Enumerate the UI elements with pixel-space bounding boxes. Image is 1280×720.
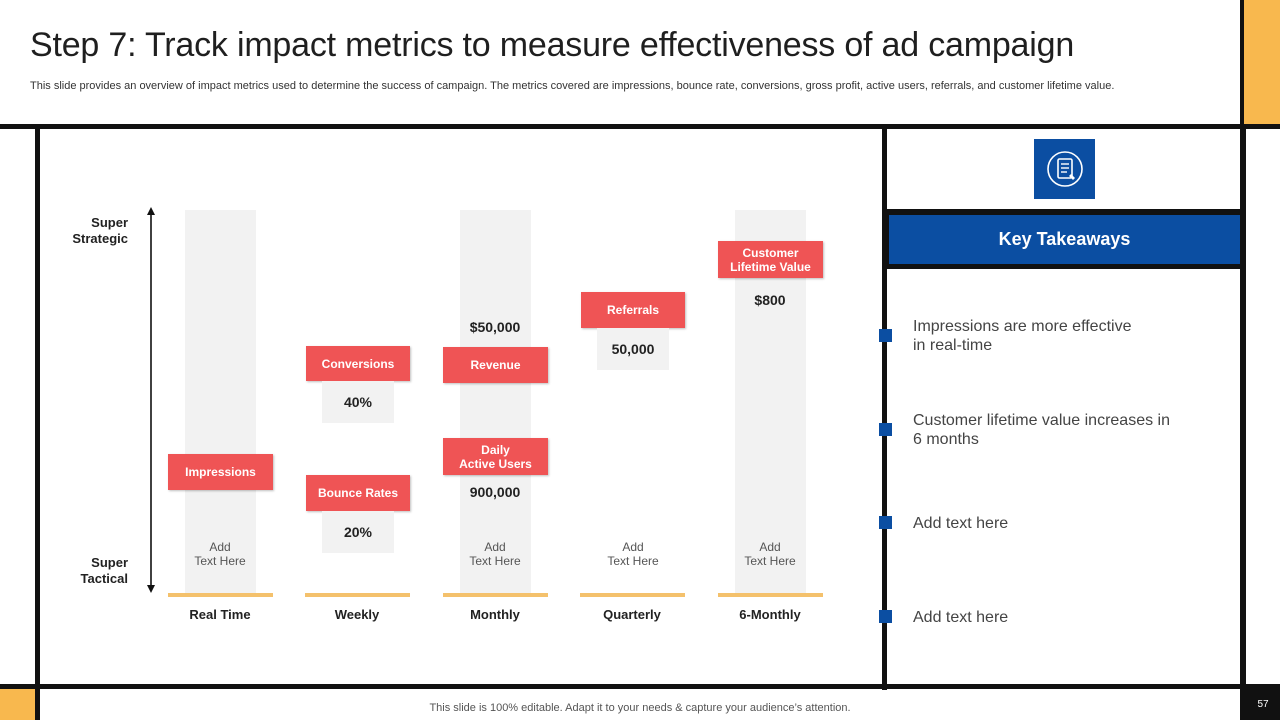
clv-line1: Customer <box>742 245 799 260</box>
metric-tag-bounce-rates: Bounce Rates <box>306 475 410 511</box>
frame-divider-top-right <box>1240 0 1246 124</box>
takeaway-line1: Impressions are more effective <box>913 318 1132 335</box>
baseline-monthly <box>443 593 548 597</box>
frame-line-middle <box>882 124 887 690</box>
metric-tag-customer-lifetime-value: Customer Lifetime Value <box>718 241 823 278</box>
accent-block-top-right <box>1244 0 1280 124</box>
metric-tag-referrals: Referrals <box>581 292 685 328</box>
metric-tag-revenue: Revenue <box>443 347 548 383</box>
daily-active-users-line2: Active Users <box>459 456 532 471</box>
bullet-square-icon <box>879 516 892 529</box>
metric-value-customer-lifetime-value: $800 <box>754 292 786 308</box>
axis-label-bottom: Super Tactical <box>38 555 128 587</box>
takeaway-item: Add text here <box>913 608 1203 627</box>
page-number: 57 <box>1246 689 1280 720</box>
frame-line-top <box>0 124 1280 129</box>
axis-label-top-line1: Super <box>91 215 128 230</box>
takeaway-line1: Add text here <box>913 515 1009 532</box>
placeholder-text: Add Text Here <box>165 540 275 568</box>
metric-value-daily-active-users: 900,000 <box>469 484 521 500</box>
category-label: Monthly <box>470 607 520 622</box>
category-label: Weekly <box>334 607 380 622</box>
takeaway-line1: Add text here <box>913 609 1009 626</box>
metric-value-bounce-rates: 20% <box>322 511 394 553</box>
placeholder-line1: Add <box>622 540 644 554</box>
metric-value-conversions: 40% <box>322 381 394 423</box>
column-monthly <box>460 210 531 593</box>
bullet-square-icon <box>879 423 892 436</box>
accent-block-bottom-left <box>0 689 35 720</box>
metric-tag-conversions: Conversions <box>306 346 410 381</box>
frame-line-bottom <box>0 684 1280 689</box>
takeaway-item: Customer lifetime value increases in 6 m… <box>913 411 1203 449</box>
takeaway-line2: in real-time <box>913 337 993 354</box>
placeholder-line2: Text Here <box>744 554 796 568</box>
double-arrow-vertical-icon <box>147 207 155 593</box>
placeholder-line2: Text Here <box>607 554 659 568</box>
metric-tag-impressions: Impressions <box>168 454 273 490</box>
takeaway-line1: Customer lifetime value increases in <box>913 412 1170 429</box>
placeholder-text: Add Text Here <box>715 540 825 568</box>
metric-value-revenue: $50,000 <box>469 319 521 335</box>
metric-tag-daily-active-users: Daily Active Users <box>443 438 548 475</box>
baseline-weekly <box>305 593 410 597</box>
baseline-quarterly <box>580 593 685 597</box>
baseline-real-time <box>168 593 273 597</box>
clv-line2: Lifetime Value <box>730 259 811 274</box>
takeaways-header: Key Takeaways <box>889 215 1240 264</box>
daily-active-users-line1: Daily <box>481 442 510 457</box>
takeaway-line2: 6 months <box>913 431 979 448</box>
footer-text: This slide is 100% editable. Adapt it to… <box>429 702 851 714</box>
frame-line-left <box>35 124 40 720</box>
category-label: 6-Monthly <box>739 607 801 622</box>
placeholder-line1: Add <box>759 540 781 554</box>
metric-value-referrals: 50,000 <box>597 328 669 370</box>
placeholder-line1: Add <box>484 540 506 554</box>
frame-line-right <box>1240 124 1246 720</box>
axis-label-top: Super Strategic <box>38 215 128 247</box>
axis-label-bottom-line1: Super <box>91 555 128 570</box>
placeholder-text: Add Text Here <box>578 540 688 568</box>
category-label: Quarterly <box>603 607 661 622</box>
category-label: Real Time <box>189 607 251 622</box>
bullet-square-icon <box>879 329 892 342</box>
page-title: Step 7: Track impact metrics to measure … <box>30 26 1075 64</box>
axis-label-bottom-line2: Tactical <box>80 571 128 586</box>
document-list-icon <box>1034 139 1095 199</box>
takeaway-item: Add text here <box>913 514 1203 533</box>
column-real-time <box>185 210 256 593</box>
bullet-square-icon <box>879 610 892 623</box>
placeholder-line1: Add <box>209 540 231 554</box>
axis-label-top-line2: Strategic <box>72 231 128 246</box>
placeholder-line2: Text Here <box>194 554 246 568</box>
placeholder-line2: Text Here <box>469 554 521 568</box>
placeholder-text: Add Text Here <box>440 540 550 568</box>
page-subtitle: This slide provides an overview of impac… <box>30 80 1115 92</box>
baseline-6-monthly <box>718 593 823 597</box>
takeaway-item: Impressions are more effective in real-t… <box>913 317 1203 355</box>
